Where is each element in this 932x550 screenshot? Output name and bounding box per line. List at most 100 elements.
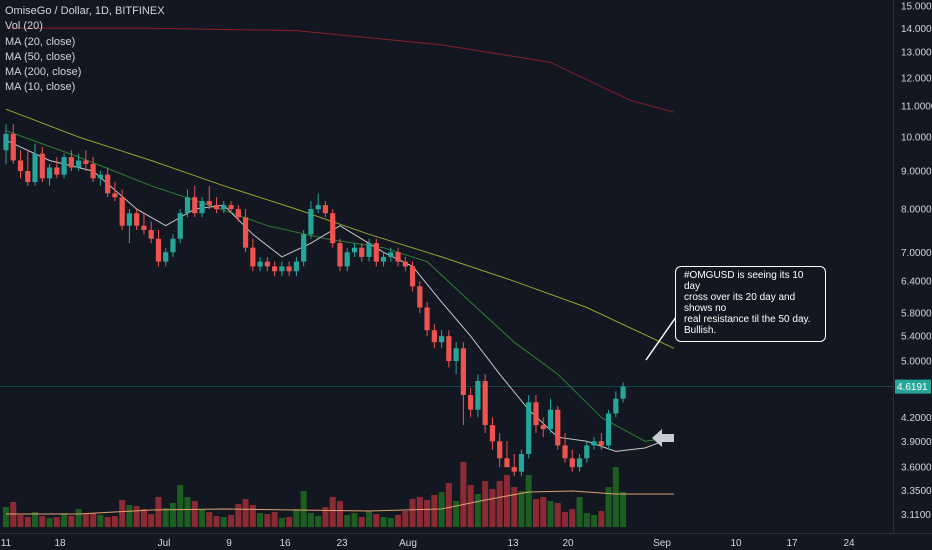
volume-bar [373, 514, 380, 527]
candle-body [242, 217, 249, 248]
x-tick-label: 20 [562, 538, 574, 549]
candle-body [584, 445, 590, 459]
volume-bar [503, 475, 510, 527]
volume-bar [474, 494, 481, 527]
candle-body [533, 402, 539, 426]
annotation-line: #OMGUSD is seeing its 10 day [684, 270, 804, 292]
candle-body [540, 425, 546, 430]
annotation-line: Bullish. [684, 325, 717, 336]
candle-body [489, 425, 496, 442]
candle-body [424, 307, 430, 331]
candle-body [155, 238, 162, 262]
legend-item-ma50[interactable]: MA (50, close) [5, 50, 76, 63]
candle-body [228, 205, 234, 210]
candle-body [90, 163, 96, 179]
candle-body [330, 213, 336, 244]
annotation-callout[interactable]: #OMGUSD is seeing its 10 day cross over … [675, 266, 826, 342]
volume-bar [387, 518, 394, 527]
volume-bar [242, 499, 249, 527]
candle-body [83, 160, 89, 164]
candle-body [134, 213, 140, 226]
volume-bar [511, 487, 518, 527]
volume-bar [126, 505, 133, 527]
volume-bar [395, 515, 402, 527]
volume-bar [380, 517, 387, 527]
x-tick-label: Jul [158, 538, 171, 549]
arrow-shape [652, 429, 674, 447]
candle-body [192, 197, 198, 214]
candle-body [562, 445, 568, 459]
volume-bar [104, 517, 111, 527]
volume-bar [271, 512, 278, 527]
candle-body [126, 213, 133, 226]
volume-bar [445, 483, 452, 527]
candle-body [475, 380, 481, 410]
volume-bar [169, 503, 176, 527]
volume-bar [322, 507, 329, 527]
legend-item-ma200[interactable]: MA (200, close) [5, 66, 82, 79]
y-tick-label: 13.0000 [901, 48, 932, 59]
candle-body [402, 261, 408, 267]
legend-title[interactable]: OmiseGo / Dollar, 1D, BITFINEX [5, 5, 165, 17]
volume-bar [75, 509, 82, 527]
x-tick-label: 17 [786, 538, 798, 549]
legend-item-ma10[interactable]: MA (10, close) [5, 81, 76, 94]
volume-bar [598, 511, 605, 527]
ma10-line [5, 139, 675, 452]
annotation-line: real resistance til the 50 day. [684, 314, 811, 325]
candle-body [54, 167, 60, 175]
volume-bar [569, 509, 576, 527]
y-tick-label: 11.0000 [901, 102, 932, 113]
candle-body [177, 213, 183, 239]
volume-bar [17, 515, 24, 527]
volume-bar [46, 518, 53, 527]
volume-bar [177, 485, 184, 527]
x-tick-label: 10 [730, 538, 742, 549]
volume-bar [409, 499, 416, 527]
volume-bar [482, 481, 489, 527]
candle-body [591, 441, 597, 446]
y-tick-label: 3.6000 [901, 463, 932, 474]
volume-bar [68, 516, 75, 527]
legend-item-ma20[interactable]: MA (20, close) [5, 35, 76, 48]
volume-bar [402, 511, 409, 527]
volume-bar [39, 516, 46, 527]
y-tick-label: 3.9000 [901, 437, 932, 448]
candle-body [279, 266, 285, 272]
volume-bar [605, 487, 612, 527]
y-tick-label: 9.0000 [901, 167, 932, 178]
candle-body [417, 286, 423, 308]
candle-body [148, 229, 154, 239]
y-tick-label: 3.1100 [901, 510, 931, 521]
last-price-label: 4.6191 [897, 382, 928, 393]
legend-item-vol[interactable]: Vol (20) [5, 20, 43, 33]
annotation-line: cross over its 20 day and shows no [684, 292, 796, 314]
volume-bar [119, 500, 126, 527]
x-tick-label: 16 [279, 538, 291, 549]
volume-bar [416, 497, 423, 527]
volume-bar [148, 514, 155, 527]
volume-bar [286, 517, 293, 527]
candle-body [518, 453, 525, 472]
candle-body [61, 157, 67, 175]
volume-bar [489, 489, 496, 527]
candle-body [46, 167, 53, 179]
volume-bar [53, 517, 60, 527]
chart-legend: OmiseGo / Dollar, 1D, BITFINEX Vol (20) … [5, 4, 165, 96]
candles [3, 124, 626, 477]
candle-body [439, 336, 445, 343]
volume-bar [155, 497, 162, 527]
candle-body [163, 252, 169, 262]
candle-body [453, 348, 459, 361]
volume-bar [431, 495, 438, 527]
volume-bar [213, 516, 220, 527]
candle-body [119, 197, 125, 226]
volume-bar [191, 501, 198, 527]
volume-bar [344, 515, 351, 527]
candle-body [576, 458, 583, 468]
volume-bars [3, 462, 627, 527]
volume-bar [547, 501, 554, 527]
candle-body [3, 133, 9, 151]
candle-body [547, 409, 554, 430]
